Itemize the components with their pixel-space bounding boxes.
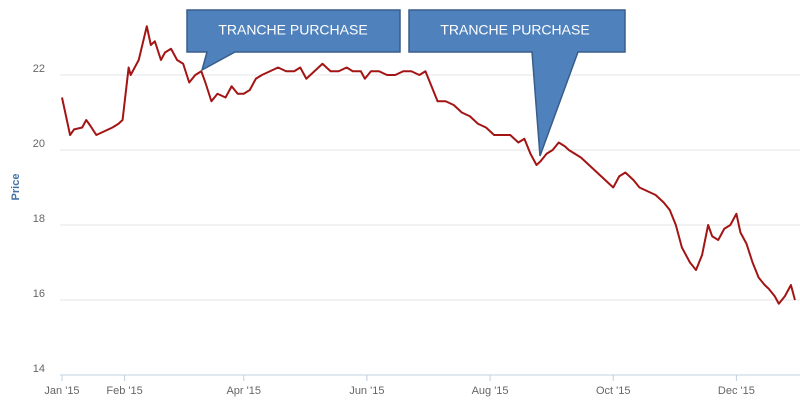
x-tick-label: Jun '15 — [349, 385, 384, 397]
callout-shape — [408, 9, 626, 157]
price-line — [61, 25, 796, 305]
annotation: TRANCHE PURCHASE — [440, 22, 589, 38]
annotation: TRANCHE PURCHASE — [218, 22, 367, 38]
y-tick-label: 14 — [33, 363, 45, 375]
x-tick-label: Feb '15 — [106, 385, 142, 397]
callout: TRANCHE PURCHASE — [408, 9, 626, 157]
x-tick-label: Dec '15 — [718, 385, 755, 397]
callout-shape — [186, 9, 401, 72]
y-axis-label: Price — [10, 174, 22, 201]
x-tick-label: Aug '15 — [472, 385, 509, 397]
y-tick-label: 20 — [33, 138, 45, 150]
y-tick-label: 16 — [33, 288, 45, 300]
callout: TRANCHE PURCHASE — [186, 9, 401, 72]
x-tick-label: Oct '15 — [596, 385, 631, 397]
x-tick-label: Apr '15 — [226, 385, 261, 397]
plot-area: 14 16 18 20 22 Jan '15 Feb '15 Apr '15 Jun '15 Au… — [33, 25, 800, 397]
y-tick-label: 18 — [33, 213, 45, 225]
y-tick-label: 22 — [33, 63, 45, 75]
x-tick-label: Jan '15 — [44, 385, 79, 397]
